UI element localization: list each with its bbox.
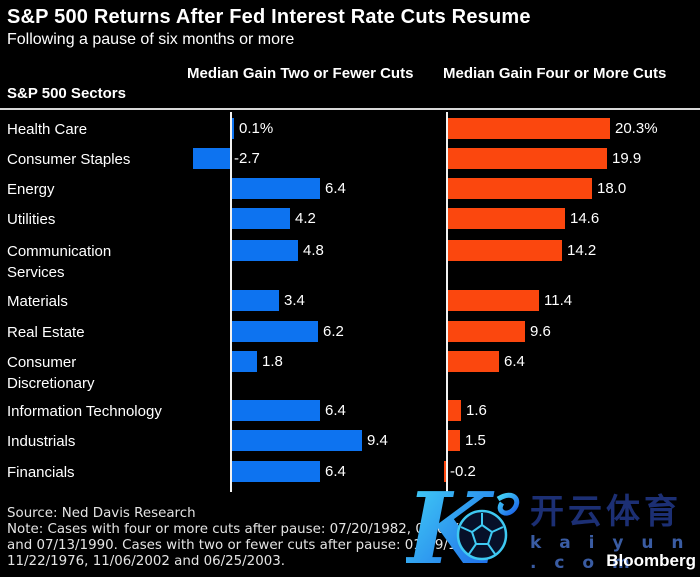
sector-label: Utilities — [7, 211, 56, 228]
watermark-domain-text: k a i y u n . c o m — [530, 533, 690, 573]
value-label-four-or-more: 1.6 — [466, 402, 487, 419]
bar-median-two-or-fewer — [193, 148, 230, 169]
bar-median-four-or-more — [448, 208, 565, 229]
value-label-two-or-fewer: -2.7 — [234, 150, 260, 167]
bloomberg-logo: Bloomberg — [606, 551, 696, 570]
watermark-k-logo: K — [406, 477, 520, 577]
bar-median-two-or-fewer — [232, 118, 234, 139]
page-title: S&P 500 Returns After Fed Interest Rate … — [7, 6, 531, 28]
sector-label: Materials — [7, 293, 68, 310]
bar-median-four-or-more — [448, 240, 562, 261]
column-header-sectors: S&P 500 Sectors — [7, 85, 126, 102]
bar-median-four-or-more — [448, 178, 592, 199]
value-label-two-or-fewer: 6.4 — [325, 180, 346, 197]
value-label-two-or-fewer: 4.8 — [303, 242, 324, 259]
sector-label: Consumer Staples — [7, 151, 131, 168]
sector-label: Information Technology — [7, 403, 162, 420]
bar-median-four-or-more — [448, 118, 610, 139]
bar-median-two-or-fewer — [232, 178, 320, 199]
bar-median-two-or-fewer — [232, 208, 290, 229]
soccer-ball-icon — [456, 509, 508, 561]
swirl-decoration — [496, 492, 520, 516]
left-axis-line — [230, 112, 232, 492]
value-label-two-or-fewer: 0.1% — [239, 120, 274, 137]
bar-median-two-or-fewer — [232, 400, 320, 421]
bar-median-four-or-more — [448, 351, 499, 372]
bar-median-four-or-more — [444, 461, 446, 482]
note-line: Note: Cases with four or more cuts after… — [7, 522, 493, 537]
value-label-four-or-more: 1.5 — [465, 432, 486, 449]
value-label-two-or-fewer: 6.2 — [323, 323, 344, 340]
value-label-four-or-more: 9.6 — [530, 323, 551, 340]
header-divider — [0, 108, 700, 110]
source-text: Source: Ned Davis Research — [7, 506, 196, 521]
bar-median-two-or-fewer — [232, 290, 279, 311]
bar-median-two-or-fewer — [232, 321, 318, 342]
bar-median-four-or-more — [448, 430, 460, 451]
value-label-two-or-fewer: 1.8 — [262, 353, 283, 370]
value-label-two-or-fewer: 9.4 — [367, 432, 388, 449]
footer-text-block: Source: Ned Davis Research Note: Cases w… — [7, 506, 493, 570]
chart-body: Health Care 0.1% 20.3% Consumer Staples -2.7… — [0, 112, 700, 494]
sector-label: Financials — [7, 464, 75, 481]
sector-label: Real Estate — [7, 324, 85, 341]
right-axis-line — [446, 112, 448, 492]
watermark-cjk-text: 开云体育 — [530, 492, 682, 532]
value-label-four-or-more: 14.2 — [567, 242, 597, 259]
sector-label: Consumer Discretionary — [7, 354, 95, 392]
sector-label: Health Care — [7, 121, 88, 138]
value-label-four-or-more: -0.2 — [450, 463, 476, 480]
bar-median-four-or-more — [448, 321, 525, 342]
value-label-four-or-more: 14.6 — [570, 210, 600, 227]
value-label-four-or-more: 19.9 — [612, 150, 642, 167]
sector-label: Energy — [7, 181, 55, 198]
note-line: 11/22/1976, 11/06/2002 and 06/25/2003. — [7, 554, 286, 569]
column-header-two-or-fewer: Median Gain Two or Fewer Cuts — [187, 65, 414, 82]
value-label-two-or-fewer: 6.4 — [325, 402, 346, 419]
note-line: and 07/13/1990. Cases with two or fewer … — [7, 538, 487, 553]
bar-median-two-or-fewer — [232, 351, 257, 372]
sector-label: Communication Services — [7, 243, 112, 281]
bar-median-four-or-more — [448, 148, 607, 169]
value-label-two-or-fewer: 6.4 — [325, 463, 346, 480]
bar-median-four-or-more — [448, 400, 461, 421]
column-header-four-or-more: Median Gain Four or More Cuts — [443, 65, 667, 82]
value-label-two-or-fewer: 3.4 — [284, 292, 305, 309]
value-label-two-or-fewer: 4.2 — [295, 210, 316, 227]
value-label-four-or-more: 20.3% — [615, 120, 658, 137]
page-subtitle: Following a pause of six months or more — [7, 31, 295, 48]
bar-median-two-or-fewer — [232, 461, 320, 482]
value-label-four-or-more: 6.4 — [504, 353, 525, 370]
sector-label: Industrials — [7, 433, 76, 450]
value-label-four-or-more: 18.0 — [597, 180, 627, 197]
value-label-four-or-more: 11.4 — [544, 292, 573, 309]
bar-median-four-or-more — [448, 290, 539, 311]
bar-median-two-or-fewer — [232, 240, 298, 261]
bar-median-two-or-fewer — [232, 430, 362, 451]
